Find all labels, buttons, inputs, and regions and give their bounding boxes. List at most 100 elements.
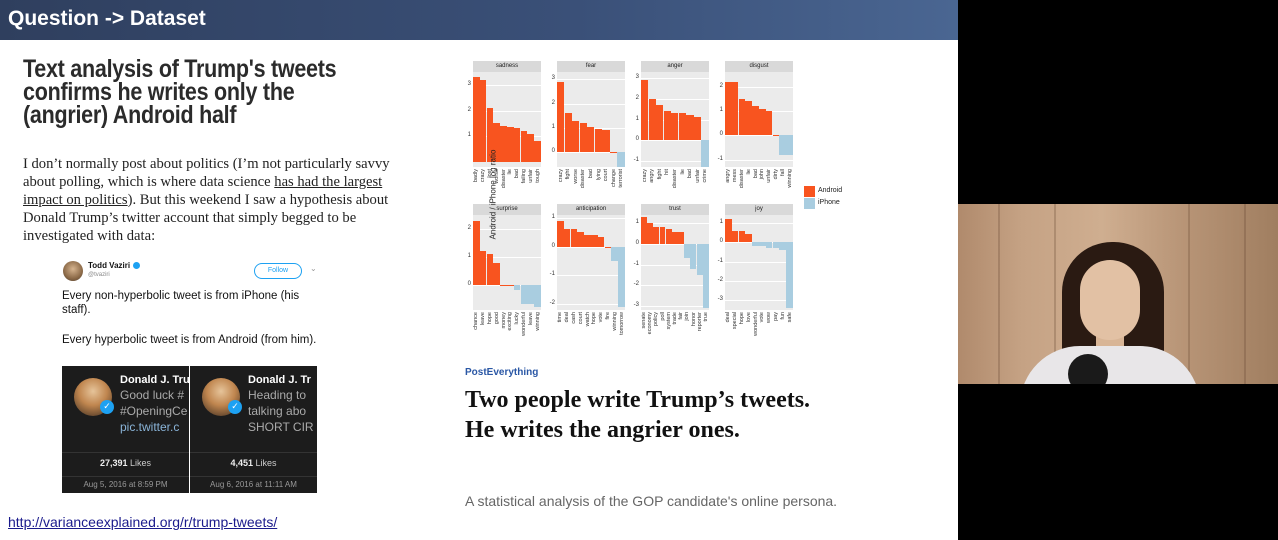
source-url-link[interactable]: http://varianceexplained.org/r/trump-twe…	[8, 514, 278, 530]
bar-anger-7	[693, 117, 702, 141]
gridline	[557, 304, 625, 305]
tweet-author[interactable]: Todd Vaziri	[88, 261, 141, 270]
facet-strip-trust: trust	[641, 204, 709, 215]
webcam-video	[958, 204, 1278, 384]
gridline	[725, 160, 793, 161]
likes-count: 27,391	[99, 458, 128, 468]
article-headline[interactable]: Two people write Trump’s tweets. He writ…	[465, 387, 811, 443]
facet-strip-fear: fear	[557, 61, 625, 72]
verified-check-icon: ✓	[100, 400, 114, 414]
embedded-tweet-1[interactable]: ✓ Donald J. Tru Good luck # #OpeningCe p…	[62, 366, 189, 493]
y-tick-label: -1	[717, 155, 723, 162]
y-tick-label: 1	[635, 219, 639, 226]
bar-sadness-7	[520, 131, 528, 162]
y-tick-label: 0	[635, 136, 639, 143]
x-tick-label: bad	[752, 169, 759, 179]
gridline	[725, 281, 793, 282]
x-tick-label: lucky	[514, 312, 521, 325]
legend-swatch-iphone	[804, 198, 815, 209]
x-tick-label: failing	[521, 169, 527, 184]
bar-trust-9	[696, 243, 703, 275]
y-tick-label: 1	[719, 106, 723, 113]
bar-fear-6	[602, 130, 610, 153]
gridline	[557, 79, 625, 80]
y-tick-label: -2	[633, 281, 639, 288]
embedded-link[interactable]: pic.twitter.c	[120, 420, 180, 434]
bar-fear-2	[572, 120, 580, 153]
bar-surprise-2	[486, 254, 494, 285]
blog-body-link[interactable]: has had the largest impact on politics	[23, 174, 383, 208]
facet-strip-joy: joy	[725, 204, 793, 215]
slide-title: Question -> Dataset	[8, 7, 206, 30]
bar-joy-7	[772, 242, 780, 248]
follow-button[interactable]: Follow	[254, 263, 302, 279]
x-tick-label: bad	[687, 169, 694, 179]
x-tick-label: badly	[473, 169, 480, 183]
gridline	[641, 140, 709, 141]
bar-joy-6	[765, 242, 773, 248]
gridline	[473, 85, 541, 86]
article-kicker[interactable]: PostEverything	[465, 367, 539, 378]
gridline	[641, 285, 709, 286]
x-tick-label: court	[603, 169, 610, 182]
x-tick-label: hope	[739, 312, 745, 325]
gridline	[473, 111, 541, 112]
bar-sadness-9	[534, 141, 541, 162]
embedded-line-2: #OpeningCe	[120, 404, 188, 418]
y-tick-label: -1	[549, 271, 555, 278]
x-tick-label: safe	[786, 312, 793, 323]
bar-anticipation-3	[577, 232, 584, 247]
bar-disgust-9	[786, 135, 793, 155]
y-tick-label: -1	[717, 257, 723, 264]
embedded-tweet-2[interactable]: ✓ Donald J. Tr Heading to talking abo SH…	[190, 366, 317, 493]
bar-joy-0	[725, 218, 732, 243]
x-tick-label: mess	[732, 169, 739, 183]
x-tick-label: winning	[786, 169, 793, 188]
y-tick-label: 0	[719, 131, 723, 138]
embedded-likes: 4,451 Likes	[190, 452, 317, 468]
bar-fear-1	[564, 113, 572, 153]
x-tick-label: system	[665, 312, 672, 330]
bar-disgust-0	[725, 81, 732, 136]
chevron-down-icon[interactable]: ⌄	[310, 264, 317, 273]
gridline	[641, 265, 709, 266]
likes-label: Likes	[255, 458, 277, 468]
bar-anticipation-9	[618, 246, 625, 308]
y-tick-label: -1	[633, 156, 639, 163]
facet-strip-disgust: disgust	[725, 61, 793, 72]
gridline	[641, 223, 709, 224]
x-tick-label: fall	[779, 169, 786, 177]
bar-trust-0	[641, 217, 647, 244]
gridline	[557, 152, 625, 153]
facet-strip-anger: anger	[641, 61, 709, 72]
bar-sadness-6	[513, 128, 521, 162]
tweet-avatar[interactable]	[63, 261, 83, 281]
x-tick-label: winning	[611, 312, 618, 331]
bar-joy-5	[759, 242, 766, 247]
bar-fear-8	[617, 152, 625, 167]
bar-anger-6	[686, 115, 694, 141]
tweet-text-2: Every hyperbolic tweet is from Android (…	[62, 334, 317, 346]
y-tick-label: 2	[551, 99, 555, 106]
y-tick-label: 1	[551, 213, 555, 220]
bar-surprise-8	[527, 284, 534, 305]
x-tick-label: leave	[480, 312, 487, 326]
facet-strip-surprise: surprise	[473, 204, 541, 215]
bar-anticipation-2	[570, 229, 578, 247]
legend-label-iphone: iPhone	[818, 199, 840, 206]
bar-sadness-8	[527, 133, 534, 162]
blog-body-text-1: I don’t normally post about politics (I’…	[23, 156, 390, 190]
x-tick-label: fire	[605, 312, 611, 320]
x-tick-label: wow	[766, 312, 773, 324]
embedded-line-1: Good luck #	[120, 388, 185, 402]
slide: Question -> Dataset Text analysis of Tru…	[0, 0, 958, 540]
x-tick-label: angry	[725, 169, 732, 183]
x-tick-label: true	[702, 312, 709, 322]
gridline	[725, 87, 793, 88]
wall-plank	[1188, 204, 1190, 384]
embedded-date: Aug 6, 2016 at 11:11 AM	[190, 476, 317, 489]
microphone	[1068, 354, 1108, 384]
embedded-line-3: SHORT CIR	[248, 420, 314, 434]
embedded-date: Aug 5, 2016 at 8:59 PM	[62, 476, 189, 489]
bar-sadness-5	[507, 127, 514, 162]
